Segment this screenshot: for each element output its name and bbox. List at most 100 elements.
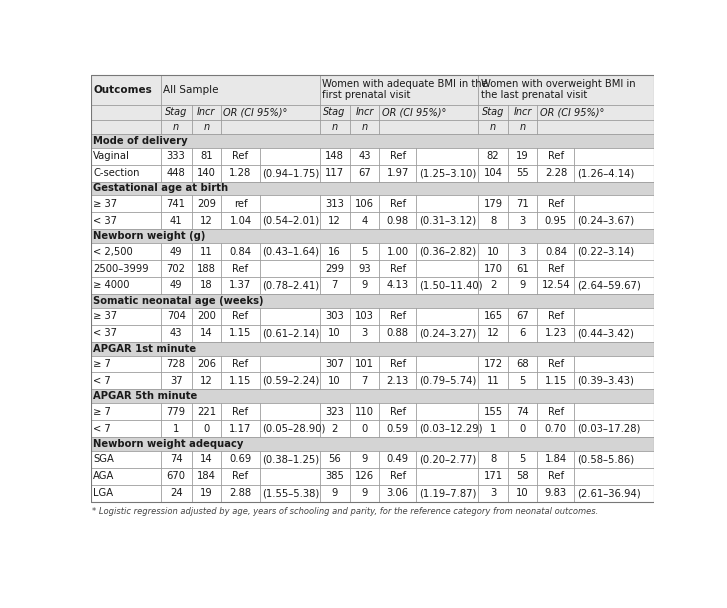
Bar <box>478 356 508 373</box>
Bar <box>417 165 478 182</box>
Text: 303: 303 <box>325 311 344 321</box>
Text: 5: 5 <box>519 455 526 465</box>
Bar <box>537 260 574 277</box>
Bar <box>574 451 654 468</box>
Bar <box>221 451 260 468</box>
Bar <box>161 373 192 390</box>
Bar <box>379 325 417 342</box>
Bar <box>350 260 379 277</box>
Text: Ref: Ref <box>390 263 406 274</box>
Text: SGA: SGA <box>93 455 114 465</box>
Text: Ref: Ref <box>548 359 564 369</box>
Bar <box>161 105 192 120</box>
Bar <box>379 277 417 294</box>
Bar <box>91 420 161 437</box>
Bar <box>192 243 221 260</box>
Text: 1.37: 1.37 <box>229 280 252 291</box>
Text: Ref: Ref <box>548 471 564 482</box>
Bar <box>379 195 417 212</box>
Bar <box>350 243 379 260</box>
Text: 14: 14 <box>200 328 213 338</box>
Bar <box>478 403 508 420</box>
Bar <box>537 373 574 390</box>
Text: ≥ 4000: ≥ 4000 <box>93 280 129 291</box>
Bar <box>508 325 537 342</box>
Bar <box>161 120 192 134</box>
Text: 10: 10 <box>487 247 499 257</box>
Bar <box>221 195 260 212</box>
Text: (0.03–12.29): (0.03–12.29) <box>419 424 482 434</box>
Bar <box>379 356 417 373</box>
Bar <box>350 260 379 277</box>
Bar <box>537 212 574 229</box>
Bar <box>350 148 379 165</box>
Text: Stag: Stag <box>165 107 188 117</box>
Text: 12.54: 12.54 <box>542 280 570 291</box>
Bar <box>508 373 537 390</box>
Bar <box>574 195 654 212</box>
Bar <box>350 325 379 342</box>
Bar <box>350 148 379 165</box>
Text: (1.55–5.38): (1.55–5.38) <box>262 488 319 499</box>
Bar <box>379 403 417 420</box>
Bar <box>537 195 574 212</box>
Bar <box>478 105 508 120</box>
Bar <box>417 420 478 437</box>
Bar <box>260 195 319 212</box>
Bar <box>478 277 508 294</box>
Bar <box>417 468 478 485</box>
Bar <box>161 451 192 468</box>
Text: 0.69: 0.69 <box>229 455 252 465</box>
Text: (1.19–7.87): (1.19–7.87) <box>419 488 476 499</box>
Bar <box>192 277 221 294</box>
Bar <box>91 148 161 165</box>
Text: 9: 9 <box>519 280 526 291</box>
Bar <box>379 148 417 165</box>
Bar <box>260 165 319 182</box>
Bar <box>537 148 574 165</box>
Text: 209: 209 <box>197 199 216 209</box>
Bar <box>508 403 537 420</box>
Bar <box>379 105 478 120</box>
Bar <box>221 308 260 325</box>
Bar <box>319 485 350 502</box>
Text: < 2,500: < 2,500 <box>93 247 133 257</box>
Bar <box>350 356 379 373</box>
Text: AGA: AGA <box>93 471 115 482</box>
Bar <box>508 165 537 182</box>
Bar <box>221 468 260 485</box>
Text: 0.95: 0.95 <box>545 216 567 226</box>
Bar <box>319 105 350 120</box>
Bar <box>350 420 379 437</box>
Bar <box>319 485 350 502</box>
Text: 1.04: 1.04 <box>230 216 252 226</box>
Bar <box>417 243 478 260</box>
Bar <box>350 356 379 373</box>
Text: 704: 704 <box>166 311 185 321</box>
Bar <box>91 105 161 120</box>
Bar <box>478 260 508 277</box>
Text: 68: 68 <box>516 359 529 369</box>
Bar <box>221 212 260 229</box>
Bar <box>478 212 508 229</box>
Bar <box>260 243 319 260</box>
Bar <box>478 485 508 502</box>
Text: 0.49: 0.49 <box>387 455 409 465</box>
Text: (0.22–3.14): (0.22–3.14) <box>577 247 634 257</box>
Text: 8: 8 <box>490 216 497 226</box>
Bar <box>91 182 654 195</box>
Bar <box>161 356 192 373</box>
Bar <box>260 308 319 325</box>
Bar <box>574 356 654 373</box>
Bar <box>537 105 654 120</box>
Bar <box>379 212 417 229</box>
Text: C-section: C-section <box>93 168 140 178</box>
Bar <box>574 373 654 390</box>
Bar <box>478 308 508 325</box>
Text: 8: 8 <box>490 455 497 465</box>
Text: Incr: Incr <box>197 107 215 117</box>
Bar <box>379 260 417 277</box>
Bar <box>161 420 192 437</box>
Bar <box>417 195 478 212</box>
Bar <box>161 277 192 294</box>
